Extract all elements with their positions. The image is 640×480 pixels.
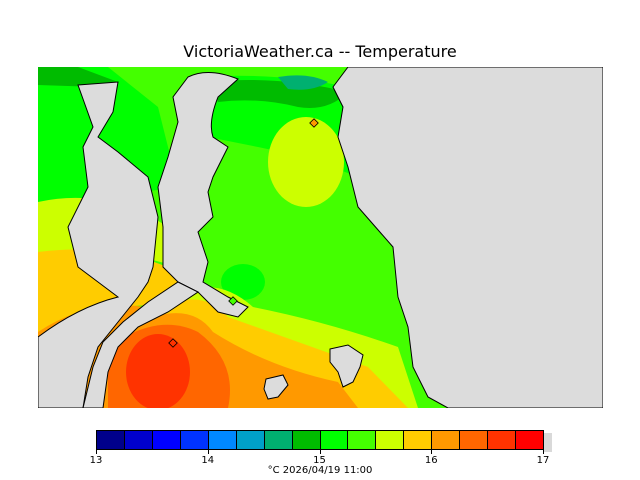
- legend-tick-label: 15: [313, 455, 326, 466]
- station-marker-north[interactable]: [309, 118, 319, 128]
- legend-tick-label: 14: [201, 455, 215, 466]
- color-legend: 13 14 15 16 17: [90, 430, 552, 466]
- legend-tick: [319, 450, 321, 454]
- legend-tick: [207, 450, 209, 454]
- legend-tick-label: 13: [89, 455, 103, 466]
- map-caption: °C 2026/04/19 11:00: [0, 465, 640, 476]
- land-mainland-east: [332, 67, 603, 408]
- temperature-map: [38, 67, 603, 408]
- legend-tick: [431, 450, 433, 454]
- legend-swatch: [431, 431, 460, 449]
- legend-swatch: [179, 431, 208, 449]
- legend-swatch: [235, 431, 264, 449]
- isotherm-band-north-teal: [278, 75, 328, 90]
- legend-swatch: [515, 431, 543, 449]
- station-marker-south[interactable]: [168, 338, 178, 348]
- land-island-small-east: [329, 344, 364, 388]
- isotherm-band-mid-green: [221, 264, 265, 300]
- land-peninsula-west: [157, 72, 249, 318]
- legend-tick: [96, 450, 97, 454]
- isotherm-band-west-dkgreen: [38, 67, 118, 87]
- legend-tick-label: 16: [424, 455, 438, 466]
- legend-swatch: [123, 431, 152, 449]
- legend-tick-label: 17: [536, 455, 550, 466]
- legend-swatch: [291, 431, 320, 449]
- legend-swatch: [487, 431, 516, 449]
- legend-swatch: [375, 431, 404, 449]
- land-island-small-south: [263, 374, 289, 400]
- legend-shadow: [544, 433, 552, 452]
- station-marker-middle[interactable]: [228, 296, 238, 306]
- legend-swatch: [97, 431, 124, 449]
- legend-swatch: [319, 431, 348, 449]
- legend-swatch: [151, 431, 180, 449]
- legend-swatch: [263, 431, 292, 449]
- legend-tick: [543, 450, 544, 454]
- caption-unit: °C: [267, 465, 280, 476]
- legend-swatch: [207, 431, 236, 449]
- isotherm-band-north-yellow: [268, 117, 344, 207]
- legend-swatch: [403, 431, 432, 449]
- isotherm-band-south-red: [126, 334, 190, 408]
- land-island-central: [38, 81, 159, 408]
- legend-swatch: [347, 431, 376, 449]
- caption-datetime: 2026/04/19 11:00: [282, 465, 373, 476]
- land-southern-coast: [82, 281, 199, 408]
- legend-swatch: [459, 431, 488, 449]
- map-title: VictoriaWeather.ca -- Temperature: [183, 42, 457, 61]
- isotherm-band-west-green: [38, 67, 178, 207]
- legend-color-bar: [96, 430, 544, 450]
